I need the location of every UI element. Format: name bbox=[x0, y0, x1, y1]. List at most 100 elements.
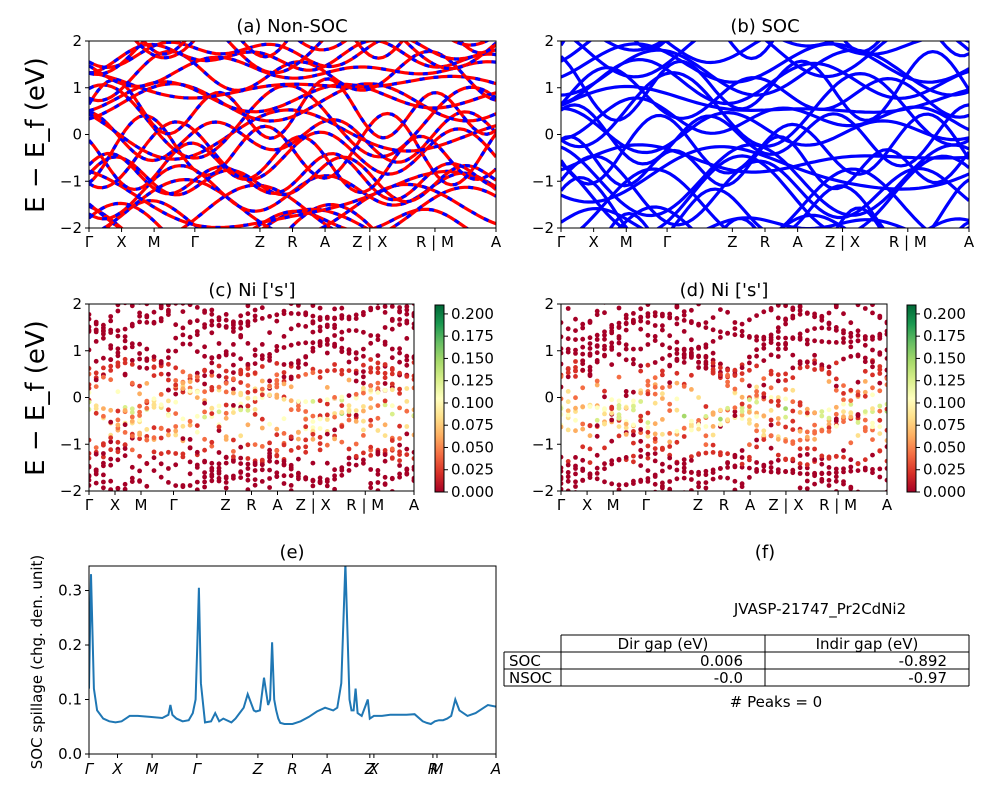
band-line-soc bbox=[561, 41, 969, 61]
band-point bbox=[681, 457, 687, 462]
band-point bbox=[725, 465, 730, 470]
band-point bbox=[826, 465, 832, 470]
band-point bbox=[158, 461, 164, 467]
band-point bbox=[108, 276, 113, 281]
band-point bbox=[158, 360, 164, 366]
band-point bbox=[703, 404, 709, 409]
band-point bbox=[245, 390, 251, 395]
band-point bbox=[674, 428, 680, 434]
band-point bbox=[732, 373, 738, 378]
band-point bbox=[101, 406, 106, 411]
y-tick-label: 0.1 bbox=[58, 691, 82, 709]
band-point bbox=[733, 259, 738, 264]
band-point bbox=[855, 412, 861, 417]
band-line-soc bbox=[608, 206, 969, 228]
band-point bbox=[812, 367, 817, 372]
band-point bbox=[223, 389, 229, 395]
band-point bbox=[209, 373, 215, 378]
band-point bbox=[623, 455, 629, 460]
band-point bbox=[166, 255, 171, 260]
band-point bbox=[101, 277, 106, 282]
band-point bbox=[129, 362, 135, 367]
plot-area bbox=[561, 259, 890, 524]
band-point bbox=[194, 370, 200, 376]
band-point bbox=[115, 422, 121, 428]
band-point bbox=[223, 485, 229, 491]
band-point bbox=[689, 353, 694, 359]
band-point bbox=[602, 352, 607, 358]
band-point bbox=[754, 519, 759, 524]
band-point bbox=[783, 438, 788, 444]
band-point bbox=[587, 346, 593, 351]
band-point bbox=[216, 424, 222, 430]
band-point bbox=[696, 321, 701, 327]
band-point bbox=[602, 336, 607, 342]
band-point bbox=[704, 503, 709, 508]
band-point bbox=[725, 373, 730, 379]
band-point bbox=[173, 304, 178, 306]
band-point bbox=[397, 423, 402, 429]
band-point bbox=[216, 353, 222, 359]
band-point bbox=[180, 380, 186, 386]
x-tick-label: Z bbox=[255, 233, 265, 251]
band-point bbox=[681, 461, 687, 467]
band-point bbox=[681, 425, 687, 431]
band-point bbox=[645, 429, 651, 435]
band-point bbox=[187, 304, 193, 308]
band-point bbox=[137, 356, 143, 362]
band-point bbox=[739, 455, 745, 460]
band-point bbox=[848, 259, 853, 264]
band-point bbox=[667, 311, 673, 317]
band-point bbox=[195, 299, 200, 304]
band-point bbox=[397, 436, 402, 441]
band-point bbox=[411, 456, 414, 461]
band-point bbox=[703, 450, 709, 456]
band-point bbox=[296, 403, 301, 409]
band-line-soc bbox=[561, 84, 969, 114]
band-point bbox=[638, 413, 644, 419]
band-point bbox=[638, 346, 644, 352]
band-point bbox=[674, 347, 680, 352]
band-point bbox=[310, 425, 316, 430]
cell-nsoc-indir: -0.97 bbox=[908, 669, 947, 687]
band-point bbox=[332, 395, 337, 400]
band-point bbox=[660, 385, 665, 391]
band-point bbox=[187, 388, 193, 394]
band-point bbox=[303, 354, 309, 359]
band-point bbox=[718, 361, 723, 367]
band-point bbox=[580, 426, 586, 432]
band-point bbox=[812, 514, 817, 519]
band-point bbox=[848, 330, 854, 336]
band-point bbox=[361, 390, 366, 396]
band-point bbox=[616, 374, 622, 380]
band-point bbox=[863, 502, 868, 507]
band-point bbox=[129, 410, 135, 415]
band-point bbox=[862, 417, 868, 423]
band-point bbox=[252, 442, 258, 447]
band-point bbox=[129, 479, 135, 484]
band-point bbox=[332, 306, 337, 312]
band-point bbox=[638, 479, 644, 484]
panel-a-title: (a) Non-SOC bbox=[236, 16, 347, 37]
band-point bbox=[209, 318, 215, 324]
band-point bbox=[696, 472, 701, 477]
band-point bbox=[573, 359, 578, 364]
band-point bbox=[166, 407, 171, 413]
band-point bbox=[885, 274, 890, 279]
x-tick-label: Γ bbox=[169, 496, 178, 514]
band-point bbox=[660, 507, 665, 512]
band-point bbox=[151, 354, 157, 360]
band-point bbox=[819, 339, 825, 344]
band-point bbox=[158, 371, 164, 377]
band-point bbox=[638, 306, 644, 312]
band-point bbox=[799, 304, 801, 305]
band-point bbox=[122, 408, 128, 413]
band-point bbox=[361, 418, 366, 424]
band-point bbox=[819, 476, 825, 482]
band-point bbox=[783, 321, 788, 327]
band-point bbox=[616, 334, 622, 339]
band-point bbox=[101, 525, 106, 530]
y-tick-label: 0 bbox=[544, 389, 554, 407]
band-point bbox=[93, 467, 99, 473]
band-point bbox=[623, 315, 629, 321]
